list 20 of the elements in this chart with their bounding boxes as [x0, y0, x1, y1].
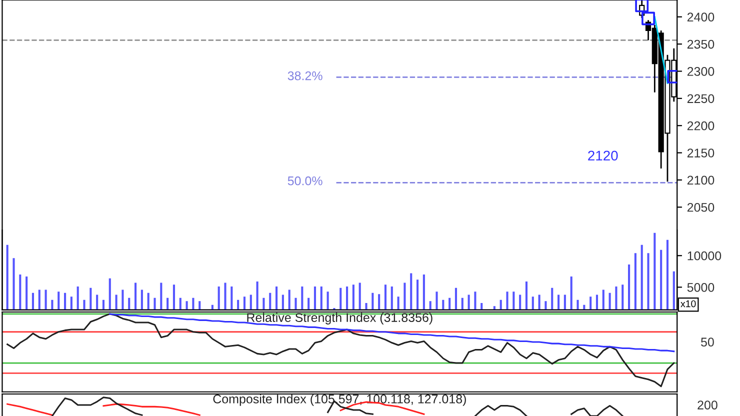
text: x10	[680, 300, 696, 308]
y-tick-label: 2400	[687, 12, 714, 22]
text: 50	[701, 338, 714, 347]
y-tick-label: 2200	[687, 121, 714, 130]
y-tick-label: 2050	[687, 202, 714, 212]
point	[642, 12, 655, 26]
y-tick-label: 2150	[687, 148, 714, 158]
y-tick-label: 5000	[687, 282, 714, 292]
chart-title: Relative Strength Index (31.8356)	[247, 312, 432, 324]
point	[635, 0, 649, 12]
chart-title: Composite Index (105.597, 100.118, 127.018)	[213, 394, 466, 406]
annotation: 38.2%	[288, 71, 322, 80]
annotation: 50.0%	[288, 176, 322, 186]
y-tick-label: 2350	[687, 40, 714, 49]
y-tick-label: 2300	[687, 67, 714, 76]
y-tick-label: 2100	[687, 176, 714, 185]
text: 200	[698, 400, 718, 410]
y-tick-label: 10000	[688, 251, 722, 260]
y-tick-label: 2250	[687, 94, 714, 104]
annotation: 2120	[588, 150, 618, 161]
